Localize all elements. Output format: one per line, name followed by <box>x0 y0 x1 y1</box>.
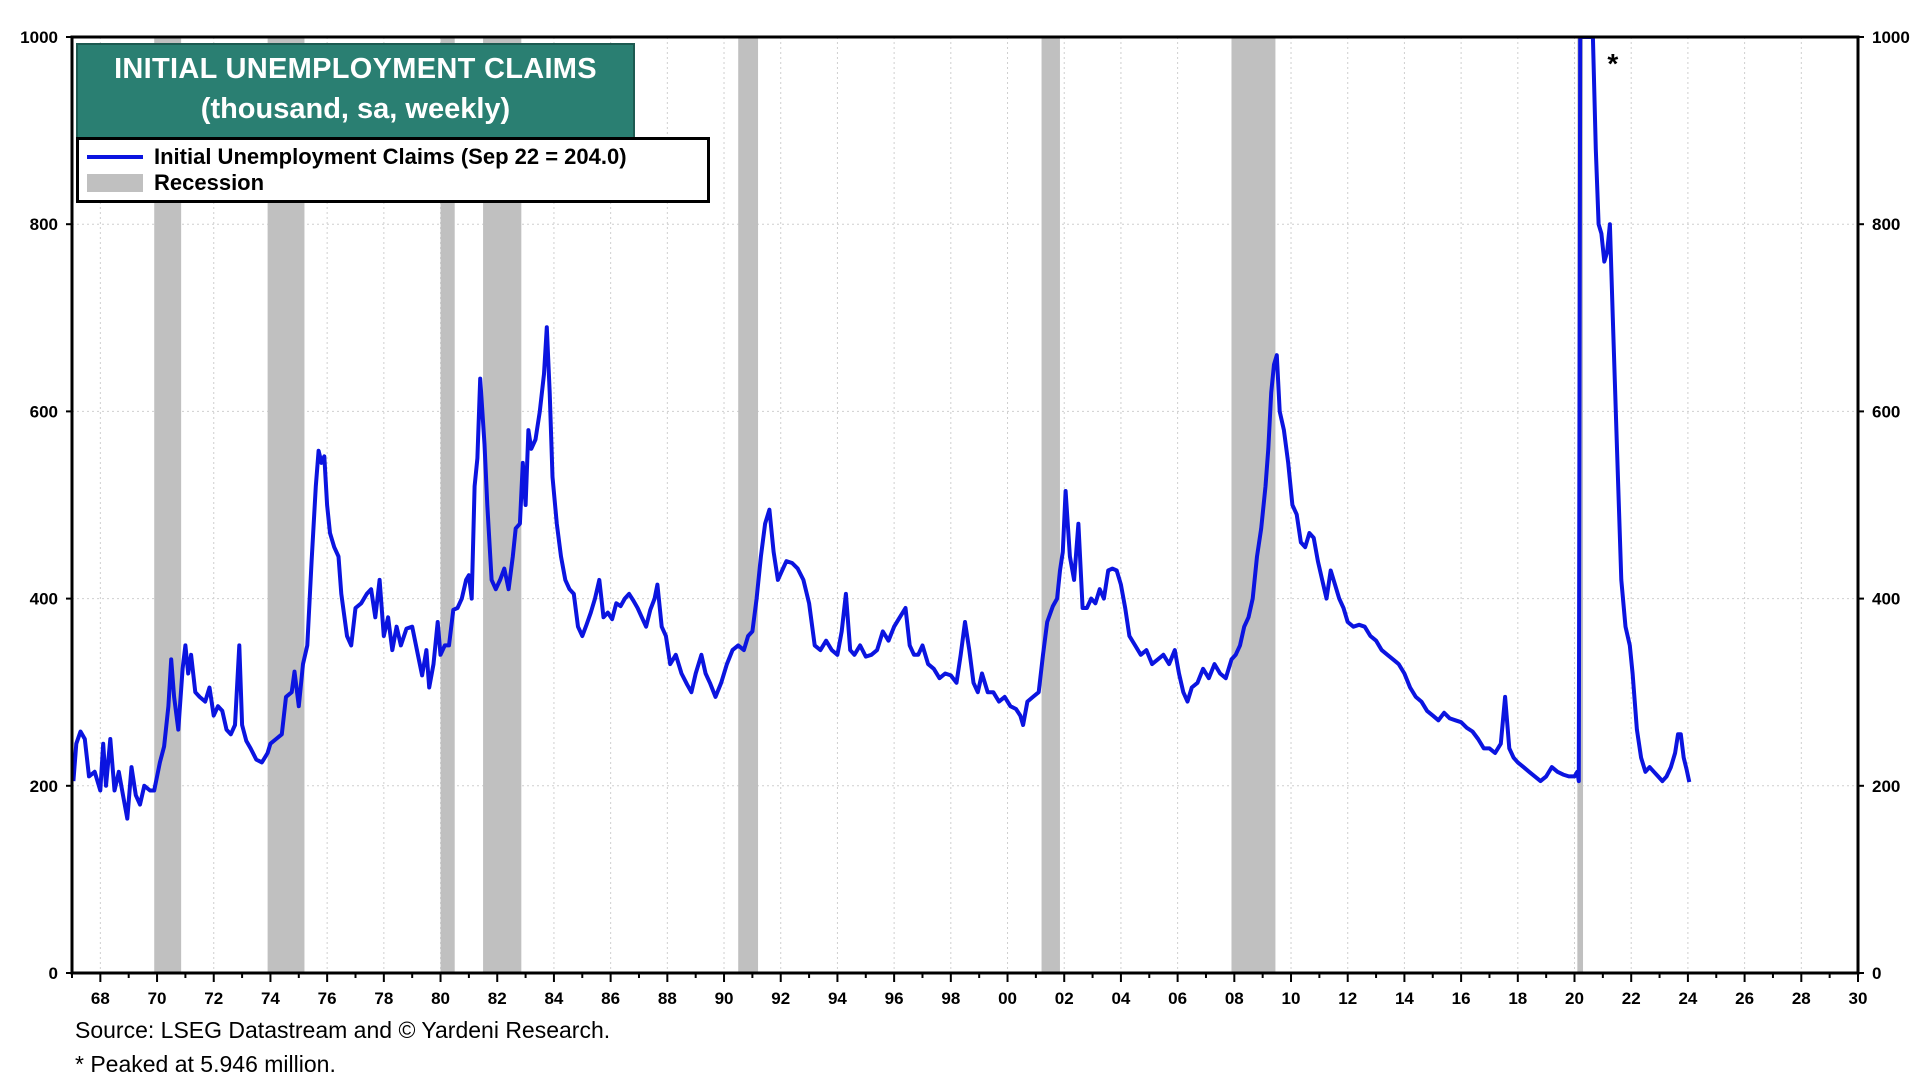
x-tick-label: 84 <box>544 989 563 1008</box>
peak-annotation: * <box>1607 48 1618 79</box>
x-tick-label: 12 <box>1338 989 1357 1008</box>
x-tick-label: 90 <box>715 989 734 1008</box>
x-tick-label: 14 <box>1395 989 1414 1008</box>
x-tick-label: 28 <box>1792 989 1811 1008</box>
x-tick-label: 96 <box>885 989 904 1008</box>
recession-band <box>1041 37 1060 973</box>
x-tick-label: 68 <box>91 989 110 1008</box>
x-tick-label: 72 <box>204 989 223 1008</box>
x-tick-label: 10 <box>1282 989 1301 1008</box>
recession-band <box>738 37 759 973</box>
legend-recession-swatch <box>87 174 143 192</box>
x-tick-label: 18 <box>1508 989 1527 1008</box>
x-tick-label: 22 <box>1622 989 1641 1008</box>
legend-item-recession: Recession <box>87 170 264 196</box>
y-tick-label-right: 600 <box>1872 402 1900 421</box>
y-tick-label-left: 200 <box>30 777 58 796</box>
plot-frame <box>70 35 1860 975</box>
y-axis-right: 0 200 400 600 800 1000 <box>1858 28 1910 983</box>
x-tick-label: 94 <box>828 989 847 1008</box>
y-tick-label-left: 600 <box>30 402 58 421</box>
x-tick-label: 16 <box>1452 989 1471 1008</box>
x-tick-label: 82 <box>488 989 507 1008</box>
legend: Initial Unemployment Claims (Sep 22 = 20… <box>76 137 710 203</box>
x-axis: 68 70 72 74 76 78 80 82 84 86 88 90 92 94 96 98 00 02 04 06… <box>71 973 1868 1008</box>
x-tick-label: 74 <box>261 989 280 1008</box>
x-tick-label: 08 <box>1225 989 1244 1008</box>
x-tick-label: 24 <box>1678 989 1697 1008</box>
x-tick-label: 20 <box>1565 989 1584 1008</box>
x-tick-label: 30 <box>1849 989 1868 1008</box>
chart-subtitle: (thousand, sa, weekly) <box>200 93 511 125</box>
x-tick-label: 78 <box>374 989 393 1008</box>
y-tick-label-right: 800 <box>1872 215 1900 234</box>
x-tick-label: 88 <box>658 989 677 1008</box>
x-tick-label: 06 <box>1168 989 1187 1008</box>
legend-label-claims: Initial Unemployment Claims (Sep 22 = 20… <box>154 144 627 169</box>
y-tick-label-left: 800 <box>30 215 58 234</box>
x-tick-label: 80 <box>431 989 450 1008</box>
chart-title: INITIAL UNEMPLOYMENT CLAIMS <box>114 53 597 85</box>
x-tick-label: 00 <box>998 989 1017 1008</box>
x-tick-label: 02 <box>1055 989 1074 1008</box>
y-tick-label-left: 400 <box>30 590 58 609</box>
y-tick-label-left: 0 <box>49 964 58 983</box>
y-tick-label-left: 1000 <box>20 28 58 47</box>
peak-footnote: * Peaked at 5.946 million. <box>75 1051 336 1077</box>
recession-band <box>440 37 455 973</box>
y-tick-label-right: 0 <box>1872 964 1881 983</box>
legend-item-claims: Initial Unemployment Claims (Sep 22 = 20… <box>87 144 627 170</box>
series-line-claims <box>72 37 1692 821</box>
series-line-layer <box>72 37 1692 821</box>
x-tick-label: 86 <box>601 989 620 1008</box>
y-tick-label-right: 400 <box>1872 590 1900 609</box>
source-note: Source: LSEG Datastream and © Yardeni Re… <box>75 1017 611 1043</box>
recession-band <box>1231 37 1276 973</box>
x-tick-label: 04 <box>1111 989 1130 1008</box>
x-tick-label: 98 <box>941 989 960 1008</box>
y-tick-label-right: 1000 <box>1872 28 1910 47</box>
legend-line-swatch <box>87 155 143 159</box>
legend-label-recession: Recession <box>154 170 265 195</box>
y-tick-label-right: 200 <box>1872 777 1900 796</box>
x-tick-label: 92 <box>771 989 790 1008</box>
y-axis-left: 0 200 400 600 800 1000 <box>20 28 72 983</box>
chart-title-box: INITIAL UNEMPLOYMENT CLAIMS (thousand, s… <box>76 43 635 139</box>
x-tick-label: 26 <box>1735 989 1754 1008</box>
x-tick-label: 70 <box>148 989 167 1008</box>
x-tick-label: 76 <box>318 989 337 1008</box>
